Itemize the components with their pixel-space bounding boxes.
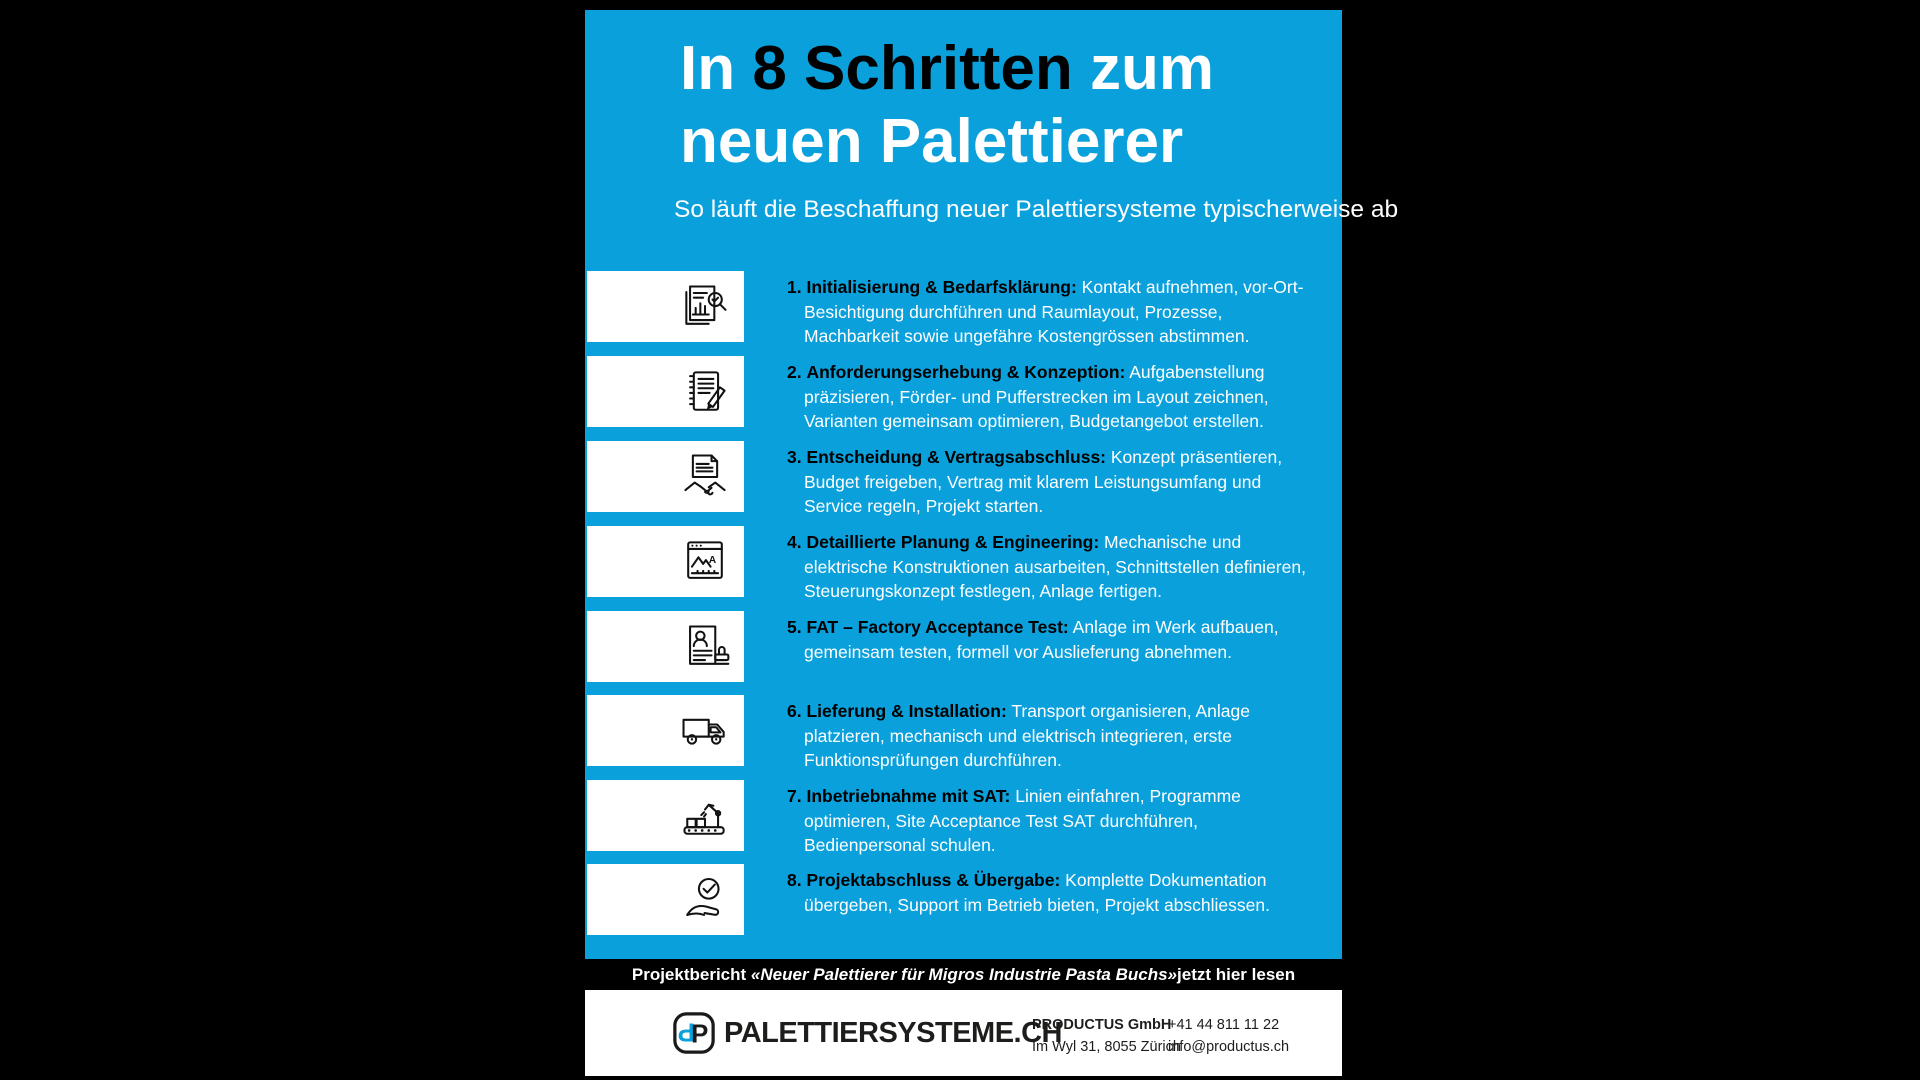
step-row-6: 6. Lieferung & Installation: Transport o… (585, 695, 1342, 770)
step-number: 8. (787, 870, 802, 890)
svg-text:A: A (709, 554, 717, 565)
step-row-4: A 4. Detaillierte Planung & Engineering:… (585, 526, 1342, 601)
technical-drawing-icon: A (687, 540, 723, 579)
step-text-3: 3. Entscheidung & Vertragsabschluss: Kon… (787, 445, 1306, 519)
svg-text:P: P (691, 1021, 708, 1049)
step-number: 4. (787, 532, 802, 552)
banner-cta[interactable]: jetzt hier lesen (1177, 965, 1296, 984)
step-number: 1. (787, 277, 802, 297)
step-number: 5. (787, 617, 802, 637)
step-title: Inbetriebnahme mit SAT: (806, 786, 1011, 806)
brand-group: P P PALETTIERSYSTEME.CH (672, 990, 1063, 1076)
step-title: FAT – Factory Acceptance Test: (806, 617, 1069, 637)
svg-text:P: P (678, 1017, 695, 1045)
palettiersysteme-logo-icon: P P (673, 1012, 715, 1054)
step-icon-box-3 (587, 441, 744, 512)
step-icon-box-6 (587, 695, 744, 766)
blue-panel: In 8 Schritten zum neuen Palettierer So … (585, 10, 1398, 959)
step-text-4: 4. Detaillierte Planung & Engineering: M… (787, 530, 1306, 604)
footer-contact-block: +41 44 811 11 22 info@productus.ch (1168, 1014, 1289, 1058)
delivery-truck-icon (682, 718, 725, 745)
step-icon-box-7 (587, 780, 744, 851)
report-analysis-icon (685, 284, 727, 325)
step-title: Initialisierung & Bedarfsklärung: (806, 277, 1077, 297)
step-text-5: 5. FAT – Factory Acceptance Test: Anlage… (787, 615, 1306, 664)
subtitle: So läuft die Beschaffung neuer Palettier… (674, 196, 1399, 223)
company-address: Im Wyl 31, 8055 Zürich (1032, 1039, 1181, 1055)
step-body: Kontakt aufnehmen, vor-Ort-Besichtigung … (804, 277, 1304, 346)
step-text-6: 6. Lieferung & Installation: Transport o… (787, 699, 1306, 773)
step-number: 6. (787, 701, 802, 721)
step-row-5: 5. FAT – Factory Acceptance Test: Anlage… (585, 611, 1342, 682)
step-title: Entscheidung & Vertragsabschluss: (806, 447, 1107, 467)
step-icon-box-5 (587, 611, 744, 682)
handover-check-icon (686, 877, 720, 916)
step-body: Aufgabenstellung präzisieren, Förder- un… (804, 362, 1269, 431)
step-text-1: 1. Initialisierung & Bedarfsklärung: Kon… (787, 275, 1306, 349)
brand-wordmark: PALETTIERSYSTEME.CH (724, 1016, 1063, 1049)
step-text-7: 7. Inbetriebnahme mit SAT: Linien einfah… (787, 784, 1306, 858)
step-body: Mechanische und elektrische Konstruktion… (804, 532, 1306, 601)
step-number: 3. (787, 447, 802, 467)
step-body: Konzept präsentieren, Budget freigeben, … (804, 447, 1283, 516)
step-row-8: 8. Projektabschluss & Übergabe: Komplett… (585, 864, 1342, 935)
footer-company-block: PRODUCTUS GmbH Im Wyl 31, 8055 Zürich (1032, 1014, 1181, 1058)
footer: P P PALETTIERSYSTEME.CH PRODUCTUS GmbH I… (585, 990, 1342, 1076)
title-part-1: In (680, 34, 753, 103)
email-address[interactable]: info@productus.ch (1168, 1039, 1290, 1055)
step-title: Anforderungserhebung & Konzeption: (806, 362, 1126, 382)
company-name: PRODUCTUS GmbH (1032, 1017, 1172, 1033)
step-row-1: 1. Initialisierung & Bedarfsklärung: Kon… (585, 271, 1342, 346)
step-icon-box-8 (587, 864, 744, 935)
palletizer-robot-icon (683, 803, 725, 835)
step-icon-box-1 (587, 271, 744, 342)
title-part-2: 8 Schritten (752, 34, 1090, 103)
step-row-7: 7. Inbetriebnahme mit SAT: Linien einfah… (585, 780, 1342, 855)
step-title: Projektabschluss & Übergabe: (806, 870, 1061, 890)
step-body: Anlage im Werk aufbauen, gemeinsam teste… (804, 617, 1279, 662)
banner-prefix: Projektbericht (631, 965, 751, 984)
step-body: Transport organisieren, Anlage platziere… (804, 701, 1250, 770)
step-row-2: 2. Anforderungserhebung & Konzeption: Au… (585, 356, 1342, 431)
step-title: Lieferung & Installation: (806, 701, 1007, 721)
step-text-8: 8. Projektabschluss & Übergabe: Komplett… (787, 868, 1306, 917)
step-title: Detaillierte Planung & Engineering: (806, 532, 1100, 552)
step-body: Komplette Dokumentation übergeben, Suppo… (804, 870, 1270, 915)
approval-stamp-icon (689, 624, 730, 665)
infographic-poster: In 8 Schritten zum neuen Palettierer So … (585, 10, 1398, 1076)
title-line-2: neuen Palettierer (680, 107, 1184, 176)
step-icon-box-2 (587, 356, 744, 427)
contract-handshake-icon (684, 454, 726, 495)
banner-report-title: «Neuer Palettierer für Migros Industrie … (750, 965, 1178, 984)
notebook-pencil-icon (689, 370, 726, 411)
page-title: In 8 Schritten zum neuen Palettierer (680, 32, 1214, 178)
project-report-banner[interactable]: Projektbericht «Neuer Palettierer für Mi… (585, 959, 1342, 990)
step-row-3: 3. Entscheidung & Vertragsabschluss: Kon… (585, 441, 1342, 516)
title-part-3: zum (1089, 34, 1214, 103)
step-number: 7. (787, 786, 802, 806)
step-icon-box-4: A (587, 526, 744, 597)
step-text-2: 2. Anforderungserhebung & Konzeption: Au… (787, 360, 1306, 434)
phone-number[interactable]: +41 44 811 11 22 (1168, 1017, 1280, 1033)
step-body: Linien einfahren, Programme optimieren, … (804, 786, 1241, 855)
step-number: 2. (787, 362, 802, 382)
